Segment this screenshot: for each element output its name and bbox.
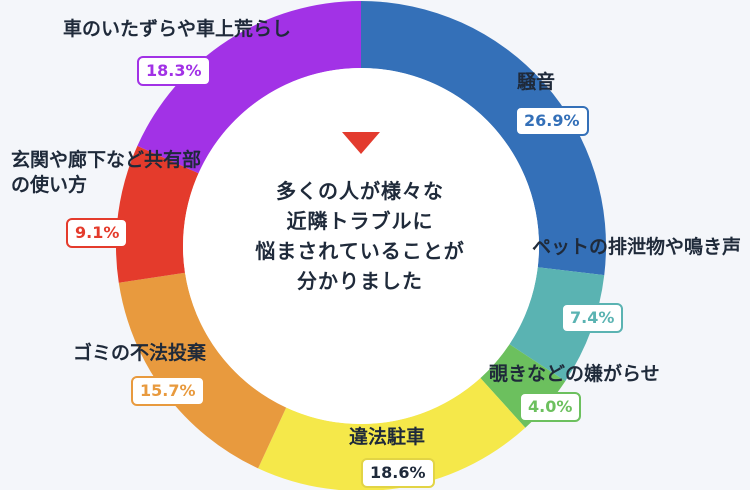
center-line-1: 多くの人が様々な (276, 179, 444, 203)
slice-label-noise: 騒音 (517, 71, 556, 93)
slice-label-car: 車のいたずらや車上荒らし (63, 18, 292, 40)
slice-label-peeping: 覗きなどの嫌がらせ (489, 363, 660, 385)
slice-value-shared: 9.1% (66, 218, 129, 248)
center-caption: 多くの人が様々な 近隣トラブルに 悩まされていることが 分かりました (250, 176, 470, 296)
donut-slice-3 (258, 378, 526, 490)
center-line-3: 悩まされていることが (255, 239, 465, 263)
slice-value-parking: 18.6% (361, 458, 435, 488)
slice-value-noise: 26.9% (515, 106, 589, 136)
slice-label-shared: 玄関や廊下など共有部の使い方 (11, 149, 202, 196)
donut-slice-4 (118, 272, 287, 469)
slice-label-dumping: ゴミの不法投棄 (73, 342, 207, 364)
slice-value-dumping: 15.7% (131, 376, 205, 406)
donut-slice-0 (361, 1, 607, 276)
slice-value-pet: 7.4% (561, 303, 624, 333)
slice-value-car: 18.3% (137, 56, 211, 86)
slice-label-parking: 違法駐車 (349, 426, 426, 448)
center-line-2: 近隣トラブルに (286, 209, 434, 233)
slice-label-pet: ペットの排泄物や鳴き声 (532, 236, 742, 258)
donut-slice-6 (137, 1, 361, 174)
donut-hole (183, 68, 539, 424)
donut-slice-1 (509, 267, 605, 382)
center-line-4: 分かりました (297, 269, 423, 293)
slice-value-peeping: 4.0% (519, 392, 582, 422)
down-arrow-icon (342, 132, 380, 154)
donut-slice-5 (116, 145, 199, 283)
